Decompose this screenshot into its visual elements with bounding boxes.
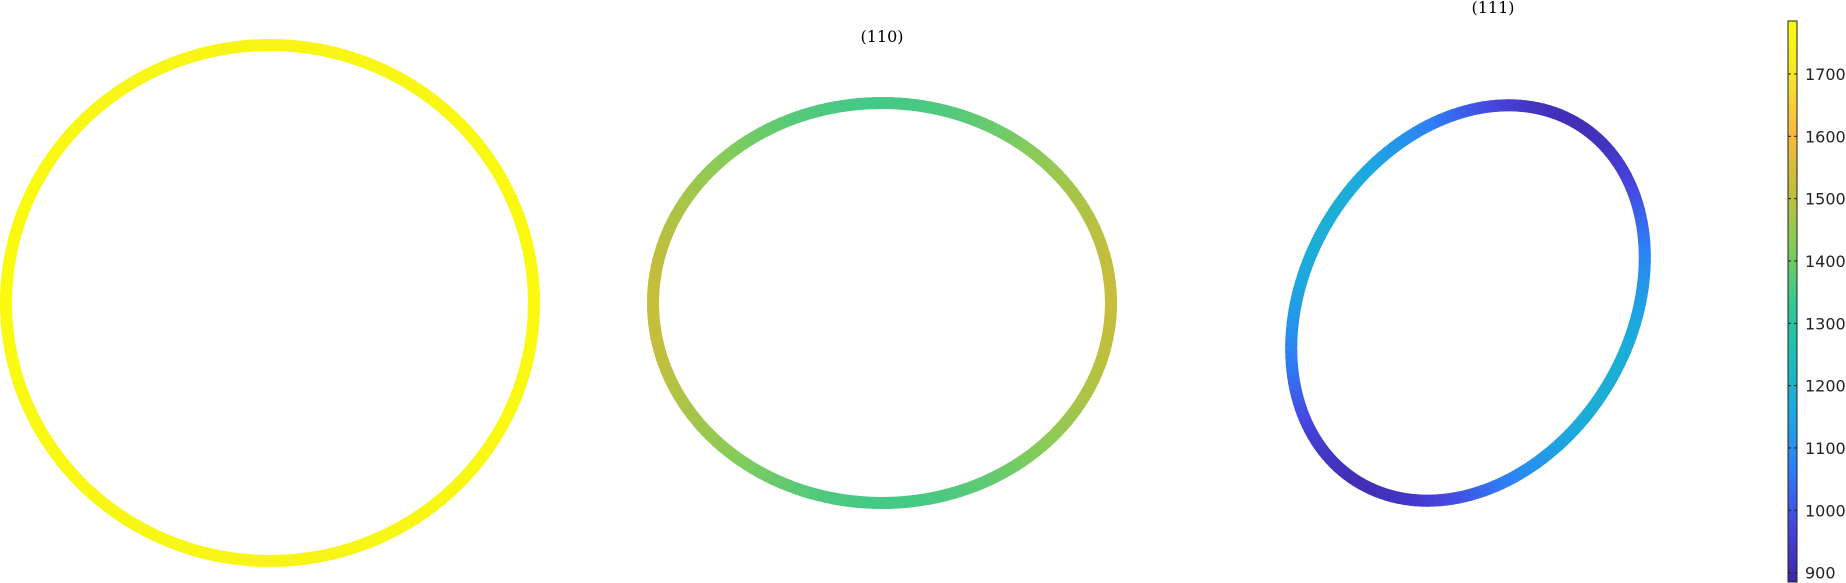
ring-segment <box>1568 116 1586 132</box>
colorbar-tick-label: 1300 <box>1805 314 1846 333</box>
colorbar-tick-label: 1600 <box>1805 127 1846 146</box>
panel-1 <box>0 39 540 567</box>
colorbar-tick-label: 1500 <box>1805 190 1846 209</box>
panel-3-title: (111) <box>1471 0 1514 17</box>
colorbar-tick-label: 1000 <box>1805 501 1846 520</box>
colorbar-tick-label: 1100 <box>1805 439 1846 458</box>
colorbar-ticks: 900 1000 1100 1200 1300 1400 1500 1600 1700 <box>1788 65 1846 583</box>
panel-3-ring <box>1285 99 1651 507</box>
colorbar-tick-label: 1200 <box>1805 377 1846 396</box>
colorbar-bar <box>1787 20 1798 583</box>
panel-2-ring <box>647 97 1117 509</box>
colorbar-tick-label: 900 <box>1805 564 1836 583</box>
panel-2-title: (110) <box>860 27 903 46</box>
panel-2: (110) <box>647 27 1117 509</box>
colorbar: 900 1000 1100 1200 1300 1400 1500 1600 1700 <box>1787 20 1846 583</box>
colorbar-tick-label: 1400 <box>1805 252 1846 271</box>
panel-3: (111) <box>1285 0 1651 507</box>
colorbar-tick-label: 1700 <box>1805 65 1846 84</box>
panel-1-ring <box>0 39 540 567</box>
